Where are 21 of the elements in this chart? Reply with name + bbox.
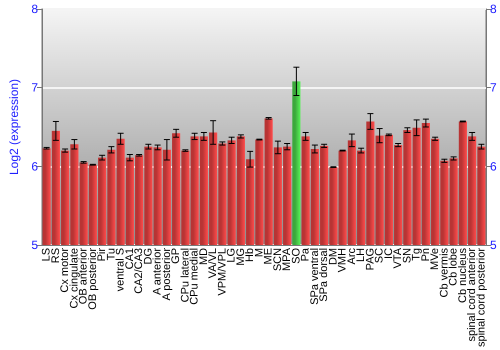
x-tick-label: SO (290, 248, 302, 264)
x-tick-label: CPu medial (188, 248, 201, 305)
y-tick-label: 7 (31, 80, 38, 95)
x-tick-label: Pa (300, 247, 312, 262)
x-tick-label: RS (50, 248, 62, 264)
x-tick-label: SCN (272, 248, 284, 272)
y2-tick-label: 7 (490, 80, 497, 95)
x-tick-label: IC (382, 248, 395, 259)
y2-tick-label: 5 (490, 238, 497, 252)
y2-tick-label: 8 (490, 2, 497, 16)
y-axis-title: Log2 (expression) (7, 78, 21, 176)
x-tick-label: SN (401, 248, 414, 264)
y-tick-label: 8 (31, 2, 38, 16)
x-tick-label: Pir (96, 248, 108, 262)
y-tick-label: 6 (31, 159, 38, 174)
x-tick-label: MVe (429, 248, 442, 270)
x-tick-label: GP (170, 248, 182, 264)
x-tick-label: DG (142, 248, 154, 264)
y2-tick-label: 6 (490, 159, 497, 174)
y-tick-label: 5 (31, 238, 38, 252)
x-tick-label: Tg (410, 248, 423, 261)
